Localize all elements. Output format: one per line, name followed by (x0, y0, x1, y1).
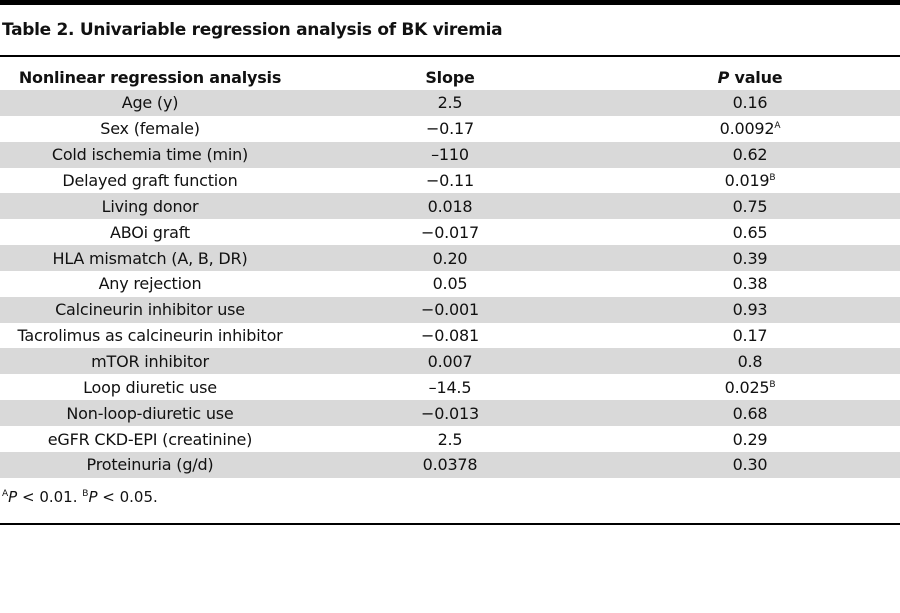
p-value: 0.16 (732, 93, 768, 113)
label-cell: eGFR CKD-EPI (creatinine) (47, 429, 253, 449)
table-row: Cold ischemia time (min) –110 0.62 (0, 141, 900, 168)
slope-cell: −0.017 (420, 222, 479, 242)
table-row: Sex (female) −0.17 0.0092A (0, 116, 900, 142)
header-italic: P (717, 67, 730, 87)
label-cell: Any rejection (98, 274, 202, 294)
p-value: 0.29 (732, 429, 768, 449)
p-value-cell: 0.025B (600, 378, 900, 397)
slope-cell: 0.007 (427, 351, 473, 371)
slope-cell: 2.5 (437, 429, 463, 449)
footnote-mark: A (2, 489, 9, 499)
label-cell: Age (y) (121, 93, 179, 113)
label-cell: Non-loop-diuretic use (66, 403, 234, 423)
footnote-mark: B (82, 489, 89, 499)
slope-cell: 0.05 (432, 274, 468, 294)
p-value: 0.0092 (719, 119, 775, 139)
header-text: value (729, 67, 783, 87)
header-cell: Nonlinear regression analysis (18, 67, 282, 87)
slope-cell: −0.17 (425, 119, 475, 139)
label-cell: ABOi graft (110, 222, 190, 242)
table-row: ABOi graft −0.017 0.65 (0, 219, 900, 245)
slope-cell: 0.20 (432, 248, 468, 268)
p-value-cell: 0.29 (600, 430, 900, 449)
label-cell: mTOR inhibitor (91, 351, 209, 371)
slope-cell: −0.001 (420, 300, 479, 320)
header-cell: Slope (425, 67, 475, 87)
table-row: Proteinuria (g/d) 0.0378 0.30 (0, 451, 900, 478)
slope-cell: 0.0378 (422, 455, 478, 475)
p-value-cell: 0.75 (600, 197, 900, 216)
p-value: 0.39 (732, 248, 768, 268)
table-row: Living donor 0.018 0.75 (0, 193, 900, 220)
p-value: 0.62 (732, 145, 768, 165)
table-row: mTOR inhibitor 0.007 0.8 (0, 348, 900, 375)
footnote-text: < 0.01. (17, 488, 78, 506)
footnotes: AP < 0.01. BP < 0.05. (2, 488, 158, 506)
p-value: 0.65 (732, 222, 768, 242)
slope-cell: −0.11 (425, 170, 475, 190)
footnote-mark: B (769, 172, 776, 183)
table-row: Tacrolimus as calcineurin inhibitor −0.08… (0, 323, 900, 349)
label-cell: HLA mismatch (A, B, DR) (52, 248, 248, 268)
p-value: 0.38 (732, 274, 768, 294)
label-cell: Cold ischemia time (min) (51, 145, 249, 165)
slope-cell: −0.081 (420, 326, 479, 346)
p-value-cell: 0.62 (600, 145, 900, 164)
slope-cell: –110 (431, 145, 469, 165)
rule (0, 523, 900, 525)
p-value-cell: 0.39 (600, 249, 900, 268)
label-cell: Loop diuretic use (83, 377, 217, 397)
footnote-text: < 0.05. (97, 488, 158, 506)
top-bar (0, 0, 900, 5)
header-cell: P value (600, 68, 900, 87)
p-value: 0.17 (732, 326, 768, 346)
p-value-cell: 0.30 (600, 455, 900, 474)
table-row: Any rejection 0.05 0.38 (0, 271, 900, 297)
slope-cell: 0.018 (427, 196, 473, 216)
label-cell: Tacrolimus as calcineurin inhibitor (17, 326, 283, 346)
footnote-mark: A (774, 121, 781, 132)
label-cell: Sex (female) (100, 119, 200, 139)
rule (0, 55, 900, 57)
table-row: Calcineurin inhibitor use −0.001 0.93 (0, 296, 900, 323)
p-value-cell: 0.68 (600, 404, 900, 423)
p-value: 0.75 (732, 196, 768, 216)
p-value: 0.025 (724, 377, 770, 397)
p-value: 0.8 (737, 351, 763, 371)
p-value-cell: 0.16 (600, 93, 900, 112)
slope-cell: –14.5 (428, 377, 472, 397)
header-row: Nonlinear regression analysis Slope P valu… (0, 64, 900, 90)
p-value-cell: 0.8 (600, 352, 900, 371)
table-title: Table 2. Univariable regression analysis… (2, 20, 503, 40)
p-value-cell: 0.17 (600, 326, 900, 345)
footnote-mark: B (769, 379, 776, 390)
table-row: Non-loop-diuretic use −0.013 0.68 (0, 400, 900, 427)
label-cell: Living donor (101, 196, 199, 216)
p-value: 0.93 (732, 300, 768, 320)
p-value: 0.68 (732, 403, 768, 423)
p-value-cell: 0.0092A (600, 119, 900, 138)
table-row: eGFR CKD-EPI (creatinine) 2.5 0.29 (0, 426, 900, 452)
table-row: Delayed graft function −0.11 0.019B (0, 167, 900, 193)
p-value-cell: 0.38 (600, 274, 900, 293)
table-row: HLA mismatch (A, B, DR) 0.20 0.39 (0, 245, 900, 272)
label-cell: Proteinuria (g/d) (86, 455, 214, 475)
label-cell: Delayed graft function (62, 170, 238, 190)
footnote-italic: P (8, 488, 18, 506)
table-row: Loop diuretic use –14.5 0.025B (0, 374, 900, 400)
slope-cell: −0.013 (420, 403, 479, 423)
p-value-cell: 0.019B (600, 171, 900, 190)
p-value: 0.30 (732, 455, 768, 475)
p-value: 0.019 (724, 170, 770, 190)
p-value-cell: 0.65 (600, 223, 900, 242)
p-value-cell: 0.93 (600, 300, 900, 319)
footnote-italic: P (88, 488, 98, 506)
label-cell: Calcineurin inhibitor use (55, 300, 245, 320)
table-row: Age (y) 2.5 0.16 (0, 89, 900, 116)
slope-cell: 2.5 (437, 93, 463, 113)
